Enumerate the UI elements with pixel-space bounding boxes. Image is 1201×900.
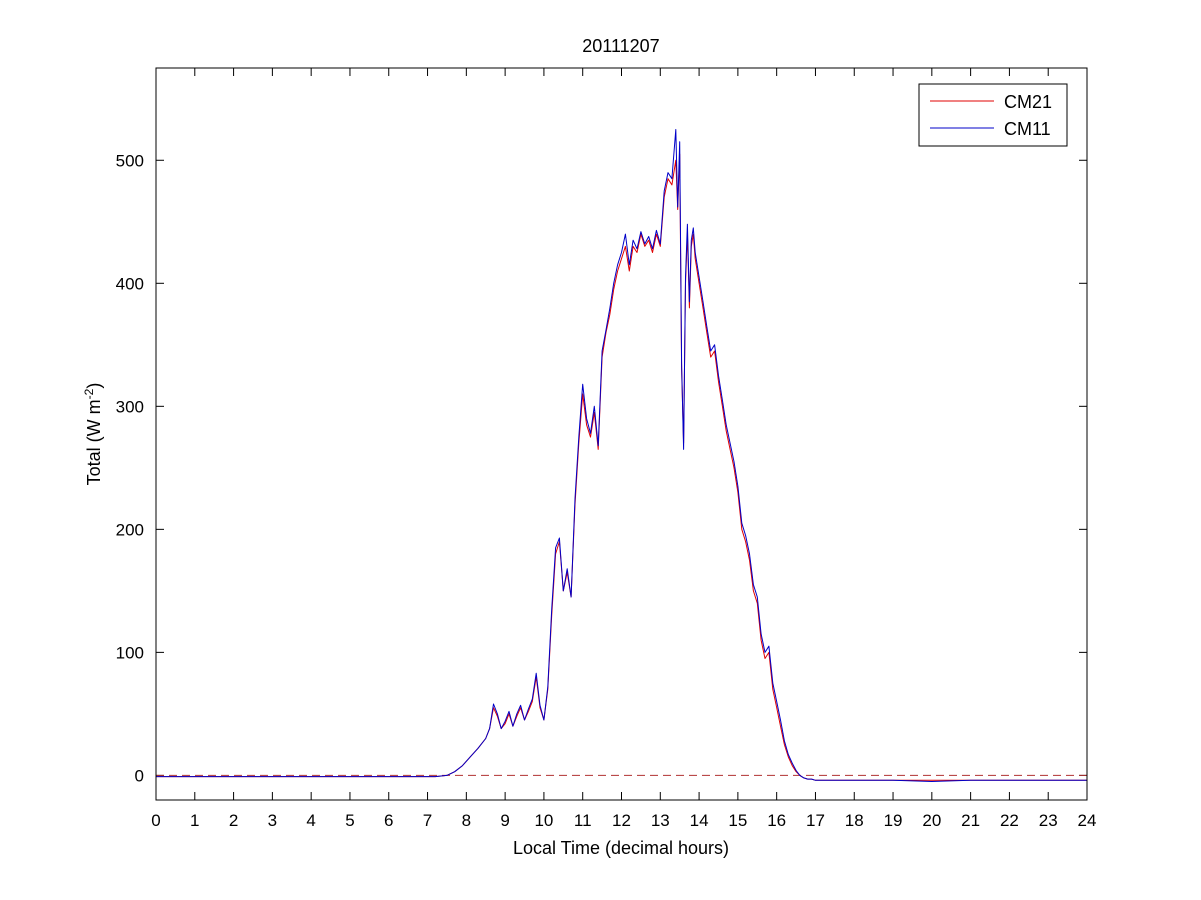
y-tick-label-4: 400 — [116, 274, 144, 293]
y-axis-label-sup: -2 — [82, 388, 96, 399]
x-axis-label: Local Time (decimal hours) — [513, 838, 729, 858]
x-tick-label-4: 4 — [306, 811, 315, 830]
legend-label-cm11: CM11 — [1004, 119, 1051, 139]
legend-box — [918, 83, 1068, 147]
y-axis-label: Total (W m-2) — [82, 383, 104, 486]
x-tick-label-6: 6 — [384, 811, 393, 830]
x-tick-label-14: 14 — [690, 811, 709, 830]
chart-title: 20111207 — [582, 36, 659, 56]
x-tick-label-16: 16 — [767, 811, 786, 830]
x-tick-label-17: 17 — [806, 811, 825, 830]
x-tick-label-12: 12 — [612, 811, 631, 830]
y-tick-label-3: 300 — [116, 397, 144, 416]
x-tick-label-20: 20 — [922, 811, 941, 830]
x-tick-label-15: 15 — [728, 811, 747, 830]
y-axis-label-main: Total (W m — [84, 399, 104, 485]
x-tick-label-11: 11 — [574, 811, 592, 830]
y-tick-label-5: 500 — [116, 151, 144, 170]
x-tick-label-19: 19 — [884, 811, 903, 830]
x-tick-label-9: 9 — [500, 811, 509, 830]
series-line-cm21 — [156, 153, 1087, 781]
x-tick-label-13: 13 — [651, 811, 670, 830]
y-axis-label-end: ) — [84, 383, 104, 389]
series-layer — [156, 129, 1087, 782]
axis-ticks: 0 1 2 3 4 5 6 7 8 9 10 11 12 13 14 15 16 17 18 19 20 21 22 23 24… — [116, 68, 1097, 830]
legend-label-cm21: CM21 — [1004, 92, 1052, 112]
x-tick-label-5: 5 — [345, 811, 354, 830]
plot-frame — [155, 67, 1088, 801]
x-tick-label-3: 3 — [268, 811, 277, 830]
x-tick-label-0: 0 — [151, 811, 160, 830]
x-tick-label-1: 1 — [190, 811, 199, 830]
x-tick-label-21: 21 — [961, 811, 980, 830]
legend: CM21 CM11 — [918, 83, 1068, 147]
x-tick-label-22: 22 — [1000, 811, 1019, 830]
x-tick-label-10: 10 — [534, 811, 553, 830]
x-tick-label-7: 7 — [423, 811, 432, 830]
x-tick-label-24: 24 — [1078, 811, 1097, 830]
y-tick-label-0: 0 — [135, 766, 144, 785]
y-tick-label-1: 100 — [116, 643, 144, 662]
x-tick-label-23: 23 — [1039, 811, 1058, 830]
series-line-cm11 — [156, 129, 1087, 782]
x-tick-label-18: 18 — [845, 811, 864, 830]
x-tick-label-8: 8 — [462, 811, 471, 830]
y-tick-label-2: 200 — [116, 520, 144, 539]
x-tick-label-2: 2 — [229, 811, 238, 830]
